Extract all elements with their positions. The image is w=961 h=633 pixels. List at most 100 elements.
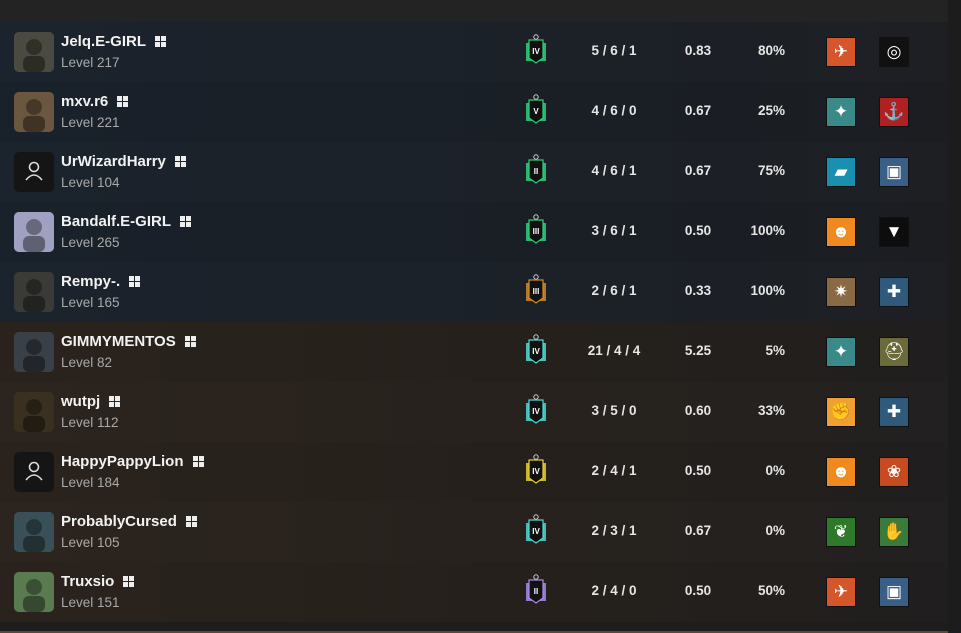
player-name-text: wutpj — [61, 393, 101, 410]
attacker-operator-icon: ☻ — [826, 457, 856, 487]
rank-badge-icon: IV — [526, 514, 546, 544]
player-avatar[interactable] — [14, 452, 54, 492]
player-level: Level 217 — [61, 55, 120, 70]
player-avatar[interactable] — [14, 92, 54, 132]
player-name: Rempy-. — [61, 273, 141, 290]
kda: 2 / 4 / 1 — [591, 463, 637, 478]
player-row[interactable]: Bandalf.E-GIRL Level 265 III 3 / 6 / 1 0… — [0, 202, 948, 262]
defender-operator-icon: ❀ — [879, 457, 909, 487]
player-avatar[interactable] — [14, 152, 54, 192]
rank-badge-icon: IV — [526, 334, 546, 364]
attacker-operator-icon: ✊ — [826, 397, 856, 427]
rank-badge-icon: IV — [526, 34, 546, 64]
player-avatar[interactable] — [14, 332, 54, 372]
player-level: Level 82 — [61, 355, 113, 370]
defender-operator-icon: ✚ — [879, 397, 909, 427]
player-avatar[interactable] — [14, 572, 54, 612]
attacker-operator-icon: ☻ — [826, 217, 856, 247]
kda: 2 / 6 / 1 — [591, 283, 637, 298]
windows-icon — [174, 156, 186, 167]
player-level: Level 105 — [61, 535, 120, 550]
player-name-text: UrWizardHarry — [61, 153, 166, 170]
headshot-percent: 0% — [765, 523, 785, 538]
defender-operator-icon: ⛑ — [879, 337, 909, 367]
headshot-percent: 50% — [757, 583, 785, 598]
windows-icon — [184, 336, 196, 347]
player-row[interactable]: UrWizardHarry Level 104 II 4 / 6 / 1 0.6… — [0, 142, 948, 202]
player-level: Level 184 — [61, 475, 120, 490]
kda: 5 / 6 / 1 — [591, 43, 637, 58]
kd-ratio: 0.60 — [684, 403, 712, 418]
rank-numeral: IV — [532, 347, 540, 356]
player-avatar[interactable] — [14, 212, 54, 252]
headshot-percent: 75% — [757, 163, 785, 178]
player-avatar[interactable] — [14, 512, 54, 552]
player-level: Level 151 — [61, 595, 120, 610]
scrollbar-track[interactable] — [948, 0, 961, 633]
player-row[interactable]: mxv.r6 Level 221 V 4 / 6 / 0 0.67 25% ✦ ⚓ — [0, 82, 948, 142]
kda: 4 / 6 / 1 — [591, 163, 637, 178]
rank-numeral: II — [534, 167, 538, 176]
headshot-percent: 33% — [757, 403, 785, 418]
headshot-percent: 100% — [750, 223, 785, 238]
player-avatar[interactable] — [14, 32, 54, 72]
rank-badge-icon: V — [526, 94, 546, 124]
player-row[interactable]: HappyPappyLion Level 184 IV 2 / 4 / 1 0.… — [0, 442, 948, 502]
player-name: GIMMYMENTOS — [61, 333, 196, 350]
rank-numeral: II — [534, 587, 538, 596]
windows-icon — [117, 96, 129, 107]
player-row[interactable]: Truxsio Level 151 II 2 / 4 / 0 0.50 50% … — [0, 562, 948, 622]
headshot-percent: 80% — [757, 43, 785, 58]
player-name-text: Jelq.E-GIRL — [61, 33, 147, 50]
player-level: Level 165 — [61, 295, 120, 310]
defender-operator-icon: ▣ — [879, 157, 909, 187]
player-name: mxv.r6 — [61, 93, 129, 110]
windows-icon — [155, 36, 167, 47]
player-name: UrWizardHarry — [61, 153, 186, 170]
windows-icon — [192, 456, 204, 467]
rank-numeral: III — [533, 227, 540, 236]
player-name-text: HappyPappyLion — [61, 453, 184, 470]
player-row[interactable]: Jelq.E-GIRL Level 217 IV 5 / 6 / 1 0.83 … — [0, 22, 948, 82]
attacker-operator-icon: ▰ — [826, 157, 856, 187]
rank-numeral: IV — [532, 467, 540, 476]
rank-numeral: IV — [532, 407, 540, 416]
rank-badge-icon: IV — [526, 394, 546, 424]
player-row[interactable]: Rempy-. Level 165 III 2 / 6 / 1 0.33 100… — [0, 262, 948, 322]
kda: 21 / 4 / 4 — [587, 343, 641, 358]
player-avatar[interactable] — [14, 272, 54, 312]
player-row[interactable]: ProbablyCursed Level 105 IV 2 / 3 / 1 0.… — [0, 502, 948, 562]
kd-ratio: 0.50 — [684, 463, 712, 478]
player-name: wutpj — [61, 393, 121, 410]
kd-ratio: 0.67 — [684, 163, 712, 178]
headshot-percent: 0% — [765, 463, 785, 478]
defender-operator-icon: ✚ — [879, 277, 909, 307]
kd-ratio: 0.67 — [684, 523, 712, 538]
kda: 2 / 4 / 0 — [591, 583, 637, 598]
rank-badge-icon: III — [526, 214, 546, 244]
player-name-text: ProbablyCursed — [61, 513, 177, 530]
scoreboard-footer — [0, 622, 948, 633]
player-row[interactable]: GIMMYMENTOS Level 82 IV 21 / 4 / 4 5.25 … — [0, 322, 948, 382]
windows-icon — [109, 396, 121, 407]
player-avatar[interactable] — [14, 392, 54, 432]
rank-numeral: V — [533, 107, 539, 116]
headshot-percent: 100% — [750, 283, 785, 298]
rank-badge-icon: II — [526, 574, 546, 604]
kd-ratio: 0.67 — [684, 103, 712, 118]
player-name-text: Truxsio — [61, 573, 115, 590]
player-level: Level 221 — [61, 115, 120, 130]
defender-operator-icon: ◎ — [879, 37, 909, 67]
player-name: Truxsio — [61, 573, 135, 590]
kd-ratio: 5.25 — [684, 343, 712, 358]
kda: 2 / 3 / 1 — [591, 523, 637, 538]
kd-ratio: 0.50 — [684, 583, 712, 598]
player-row[interactable]: wutpj Level 112 IV 3 / 5 / 0 0.60 33% ✊ ✚ — [0, 382, 948, 442]
player-name: ProbablyCursed — [61, 513, 197, 530]
player-name-text: GIMMYMENTOS — [61, 333, 176, 350]
attacker-operator-icon: ✦ — [826, 97, 856, 127]
kda: 3 / 6 / 1 — [591, 223, 637, 238]
attacker-operator-icon: ❦ — [826, 517, 856, 547]
player-name-text: mxv.r6 — [61, 93, 109, 110]
player-level: Level 265 — [61, 235, 120, 250]
